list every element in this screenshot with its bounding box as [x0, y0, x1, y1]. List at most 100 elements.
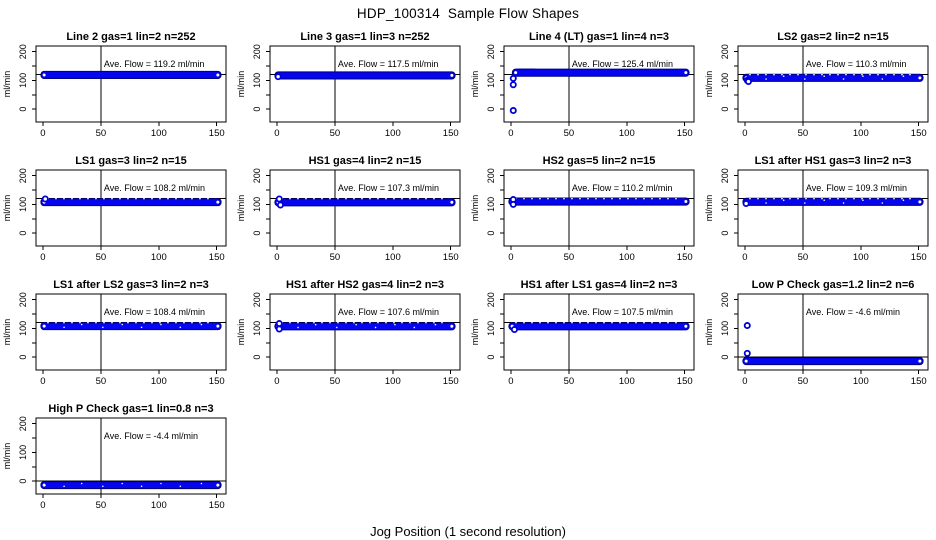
band-end-gap: [450, 73, 454, 77]
y-axis-label: ml/min: [704, 319, 714, 346]
band-end-gap: [918, 76, 922, 80]
x-tick-label: 50: [96, 376, 107, 387]
x-tick-label: 50: [564, 128, 575, 139]
plot-box: [503, 169, 695, 247]
y-tick-label: 200: [252, 168, 262, 183]
y-tick-label: 200: [252, 292, 262, 307]
x-tick-label: 50: [96, 252, 107, 263]
ave-flow-label: Ave. Flow = 110.3 ml/min: [806, 59, 906, 69]
band-speckle: [823, 199, 825, 202]
panel-svg: 0 100 200 ml/min 0 50 100 150 LS2 gas=2 lin=2 n=…: [704, 31, 929, 139]
x-tick-label: 150: [443, 128, 459, 139]
y-axis-label: ml/min: [2, 195, 12, 222]
band-speckle: [63, 485, 65, 488]
y-tick-label: 200: [18, 292, 28, 307]
x-tick-label: 150: [677, 252, 693, 263]
x-tick-label: 0: [274, 128, 279, 139]
chart-title: HDP_100314 Sample Flow Shapes: [356, 5, 580, 21]
x-tick-label: 0: [508, 252, 513, 263]
empty-panel: [234, 398, 468, 522]
x-tick-label: 150: [209, 128, 225, 139]
y-tick-label: 100: [486, 197, 496, 212]
ave-flow-label: Ave. Flow = 125.4 ml/min: [572, 59, 673, 69]
y-tick-label: 0: [18, 231, 28, 236]
x-tick-label: 100: [853, 252, 869, 263]
y-tick-label: 0: [486, 107, 496, 112]
plot-box: [35, 293, 227, 371]
x-tick-label: 0: [742, 252, 747, 263]
y-tick-label: 0: [252, 231, 262, 236]
panel-title: LS2 gas=2 lin=2 n=15: [777, 31, 889, 43]
band-speckle: [63, 326, 65, 329]
data-band: [274, 71, 456, 80]
plot-box: [269, 293, 461, 371]
panel-svg: 0 100 200 ml/min 0 50 100 150 LS1 after HS1 gas=…: [704, 155, 929, 263]
band-speckle: [102, 485, 104, 488]
band-end-gap: [918, 359, 922, 363]
flow-panel-10: 0 100 200 ml/min 0 50 100 150 HS1 after HS2 gas=…: [234, 274, 468, 398]
x-tick-label: 0: [508, 128, 513, 139]
band-speckle: [297, 326, 299, 329]
x-tick-label: 150: [209, 376, 225, 387]
band-speckle: [314, 323, 317, 326]
data-band: [274, 322, 456, 331]
band-end-gap: [514, 71, 518, 75]
band-end-gap: [216, 324, 220, 328]
outlier-point: [509, 107, 517, 115]
band-speckle: [413, 326, 416, 329]
panel-title: Line 3 gas=1 lin=3 n=252: [300, 31, 429, 43]
band-speckle: [765, 202, 767, 204]
empty-panel: [468, 398, 702, 522]
plot-box: [35, 45, 227, 123]
band-end-gap: [42, 483, 46, 487]
band-speckle: [434, 323, 437, 326]
outlier-point: [509, 81, 517, 89]
band-speckle: [140, 326, 143, 329]
panel-title: LS1 gas=3 lin=2 n=15: [75, 155, 187, 167]
data-band: [40, 70, 222, 80]
outlier-point: [742, 200, 750, 208]
plot-box: [737, 293, 929, 371]
panel-title: High P Check gas=1 lin=0.8 n=3: [48, 403, 213, 415]
x-tick-label: 0: [40, 252, 45, 263]
flow-panel-6: 0 100 200 ml/min 0 50 100 150 HS1 gas=4 lin=2 n=…: [234, 150, 468, 274]
band-speckle: [881, 78, 884, 80]
band-speckle: [179, 485, 182, 488]
x-tick-label: 100: [385, 252, 401, 263]
ave-flow-label: Ave. Flow = 107.3 ml/min: [338, 183, 439, 193]
ave-flow-label: Ave. Flow = 107.5 ml/min: [572, 307, 673, 317]
band-speckle: [102, 326, 104, 329]
band-end-gap: [918, 200, 922, 204]
outlier-point: [274, 73, 282, 81]
x-tick-label: 100: [151, 128, 167, 139]
y-axis-label: ml/min: [2, 71, 12, 98]
plot-box: [503, 45, 695, 123]
outlier-point: [743, 349, 751, 357]
band-speckle: [160, 482, 162, 485]
ave-flow-label: Ave. Flow = 109.3 ml/min: [806, 183, 907, 193]
x-tick-label: 50: [798, 128, 809, 139]
y-tick-label: 100: [720, 321, 730, 336]
outlier-point: [509, 200, 517, 208]
x-tick-label: 0: [40, 128, 45, 139]
y-tick-label: 0: [18, 107, 28, 112]
band-end-gap: [684, 324, 688, 328]
x-tick-label: 100: [619, 376, 635, 387]
band-end-gap: [684, 71, 688, 75]
band-speckle: [765, 78, 767, 80]
x-tick-label: 50: [798, 252, 809, 263]
band-speckle: [140, 485, 143, 488]
y-axis-label: ml/min: [704, 195, 714, 222]
y-tick-label: 100: [720, 73, 730, 88]
band-end-gap: [450, 324, 454, 328]
x-tick-label: 150: [209, 252, 225, 263]
panel-svg: 0 100 200 ml/min 0 50 100 150 Line 4 (LT) gas=1 …: [470, 31, 695, 139]
flow-panel-8: 0 100 200 ml/min 0 50 100 150 LS1 after HS1 gas=…: [702, 150, 936, 274]
band-speckle: [862, 75, 864, 78]
x-tick-label: 100: [619, 128, 635, 139]
x-tick-label: 0: [742, 128, 747, 139]
flow-panel-12: 0 100 200 ml/min 0 50 100 150 Low P Check gas=1.…: [702, 274, 936, 398]
data-band: [40, 198, 222, 207]
data-band: [742, 73, 924, 82]
